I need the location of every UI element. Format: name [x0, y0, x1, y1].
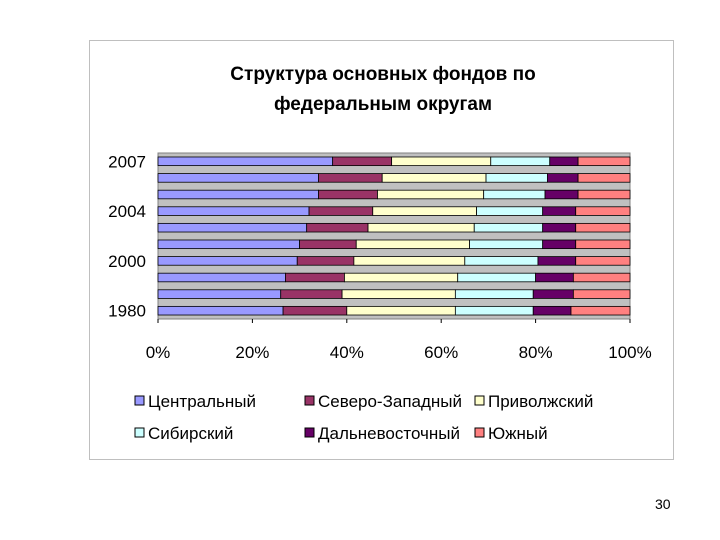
bar-segment	[544, 189, 579, 200]
bar-segment	[577, 156, 631, 167]
bar-segment	[157, 222, 308, 233]
bar-segment	[546, 173, 579, 183]
chart: Структура основных фондов по федеральным …	[108, 64, 652, 443]
legend-swatch	[134, 427, 145, 438]
legend-label: Дальневосточный	[318, 424, 460, 443]
bar-segment	[157, 289, 282, 299]
x-tick-label: 0%	[146, 343, 171, 362]
bar-segment	[454, 289, 534, 299]
y-tick-label: 1980	[108, 302, 146, 321]
bar-segment	[318, 173, 383, 183]
bar-segment	[346, 305, 456, 316]
x-tick-label: 60%	[424, 343, 458, 362]
bar-segment	[577, 189, 631, 200]
bar-segment	[535, 272, 574, 283]
bar-segment	[157, 272, 286, 283]
bar-segment	[157, 189, 319, 200]
bar-segment	[157, 156, 334, 167]
bar-segment	[575, 206, 631, 216]
bar-segment	[454, 305, 534, 316]
legend-swatch	[474, 427, 485, 438]
bar-segment	[367, 222, 475, 233]
bar-segment	[575, 256, 631, 266]
bar-segment	[157, 173, 319, 183]
bar-segment	[542, 239, 577, 250]
bar-segment	[532, 305, 572, 316]
bar-segment	[296, 256, 355, 266]
bar-segment	[575, 239, 631, 250]
bar-segment	[341, 289, 456, 299]
bar-segment	[353, 256, 466, 266]
bar-segment	[570, 305, 631, 316]
bar-segment	[285, 272, 345, 283]
bar-segment	[575, 222, 631, 233]
chart-frame: Структура основных фондов по федеральным …	[89, 40, 674, 460]
bar-segment	[473, 222, 544, 233]
bar-segment	[344, 272, 459, 283]
bar-segment	[476, 206, 544, 216]
chart-title-line: Структура основных фондов по	[230, 64, 535, 85]
bar-segment	[532, 289, 574, 299]
bar-segment	[549, 156, 579, 167]
bar-segment	[308, 206, 374, 216]
bar-segment	[332, 156, 393, 167]
bar-segment	[299, 239, 357, 250]
bar-segment	[282, 305, 348, 316]
legend-label: Приволжский	[488, 392, 593, 411]
bar-segment	[542, 222, 577, 233]
legend-label: Сибирский	[148, 424, 233, 443]
bar-segment	[377, 189, 485, 200]
legend-swatch	[474, 395, 485, 406]
bar-segment	[306, 222, 369, 233]
x-tick-label: 40%	[330, 343, 364, 362]
legend-swatch	[304, 395, 315, 406]
x-tick-label: 100%	[608, 343, 651, 362]
bar-segment	[157, 256, 298, 266]
bar-segment	[572, 272, 631, 283]
bar-segment	[355, 239, 470, 250]
bar-segment	[490, 156, 551, 167]
y-tick-label: 2004	[108, 202, 146, 221]
x-tick-label: 80%	[519, 343, 553, 362]
x-tick-label: 20%	[235, 343, 269, 362]
bar-segment	[572, 289, 631, 299]
slide-number: 30	[655, 496, 671, 512]
bar-segment	[469, 239, 544, 250]
bar-segment	[577, 173, 631, 183]
legend-label: Северо-Западный	[318, 392, 462, 411]
legend-swatch	[134, 395, 145, 406]
bar-segment	[457, 272, 536, 283]
bar-segment	[157, 239, 301, 250]
bar-segment	[280, 289, 343, 299]
legend-swatch	[304, 427, 315, 438]
bar-segment	[372, 206, 478, 216]
legend-label: Центральный	[148, 392, 256, 411]
bar-segment	[318, 189, 378, 200]
bar-segment	[464, 256, 539, 266]
bar-segment	[391, 156, 492, 167]
bar-segment	[537, 256, 577, 266]
legend-label: Южный	[488, 424, 548, 443]
y-tick-label: 2000	[108, 252, 146, 271]
y-tick-label: 2007	[108, 152, 146, 171]
bar-segment	[157, 206, 310, 216]
bar-segment	[542, 206, 577, 216]
bar-segment	[485, 173, 548, 183]
bar-segment	[157, 305, 284, 316]
bar-segment	[381, 173, 487, 183]
chart-title-line: федеральным округам	[274, 94, 492, 115]
bar-segment	[483, 189, 546, 200]
